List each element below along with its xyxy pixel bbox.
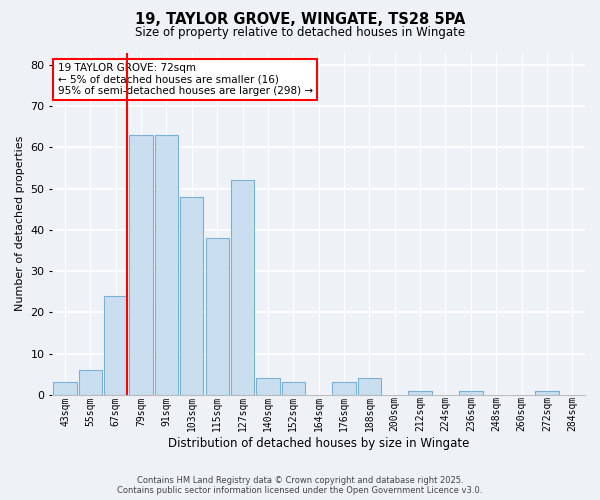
Bar — [104, 296, 127, 395]
X-axis label: Distribution of detached houses by size in Wingate: Distribution of detached houses by size … — [168, 437, 469, 450]
Bar — [535, 390, 559, 395]
Text: 19, TAYLOR GROVE, WINGATE, TS28 5PA: 19, TAYLOR GROVE, WINGATE, TS28 5PA — [135, 12, 465, 28]
Bar — [281, 382, 305, 395]
Bar — [409, 390, 432, 395]
Y-axis label: Number of detached properties: Number of detached properties — [15, 136, 25, 312]
Text: Contains HM Land Registry data © Crown copyright and database right 2025.
Contai: Contains HM Land Registry data © Crown c… — [118, 476, 482, 495]
Text: 19 TAYLOR GROVE: 72sqm
← 5% of detached houses are smaller (16)
95% of semi-deta: 19 TAYLOR GROVE: 72sqm ← 5% of detached … — [58, 63, 313, 96]
Text: Size of property relative to detached houses in Wingate: Size of property relative to detached ho… — [135, 26, 465, 39]
Bar — [459, 390, 482, 395]
Bar — [155, 135, 178, 395]
Bar — [206, 238, 229, 395]
Bar — [256, 378, 280, 395]
Bar — [130, 135, 153, 395]
Bar — [358, 378, 381, 395]
Bar — [79, 370, 102, 395]
Bar — [332, 382, 356, 395]
Bar — [231, 180, 254, 395]
Bar — [53, 382, 77, 395]
Bar — [180, 197, 203, 395]
